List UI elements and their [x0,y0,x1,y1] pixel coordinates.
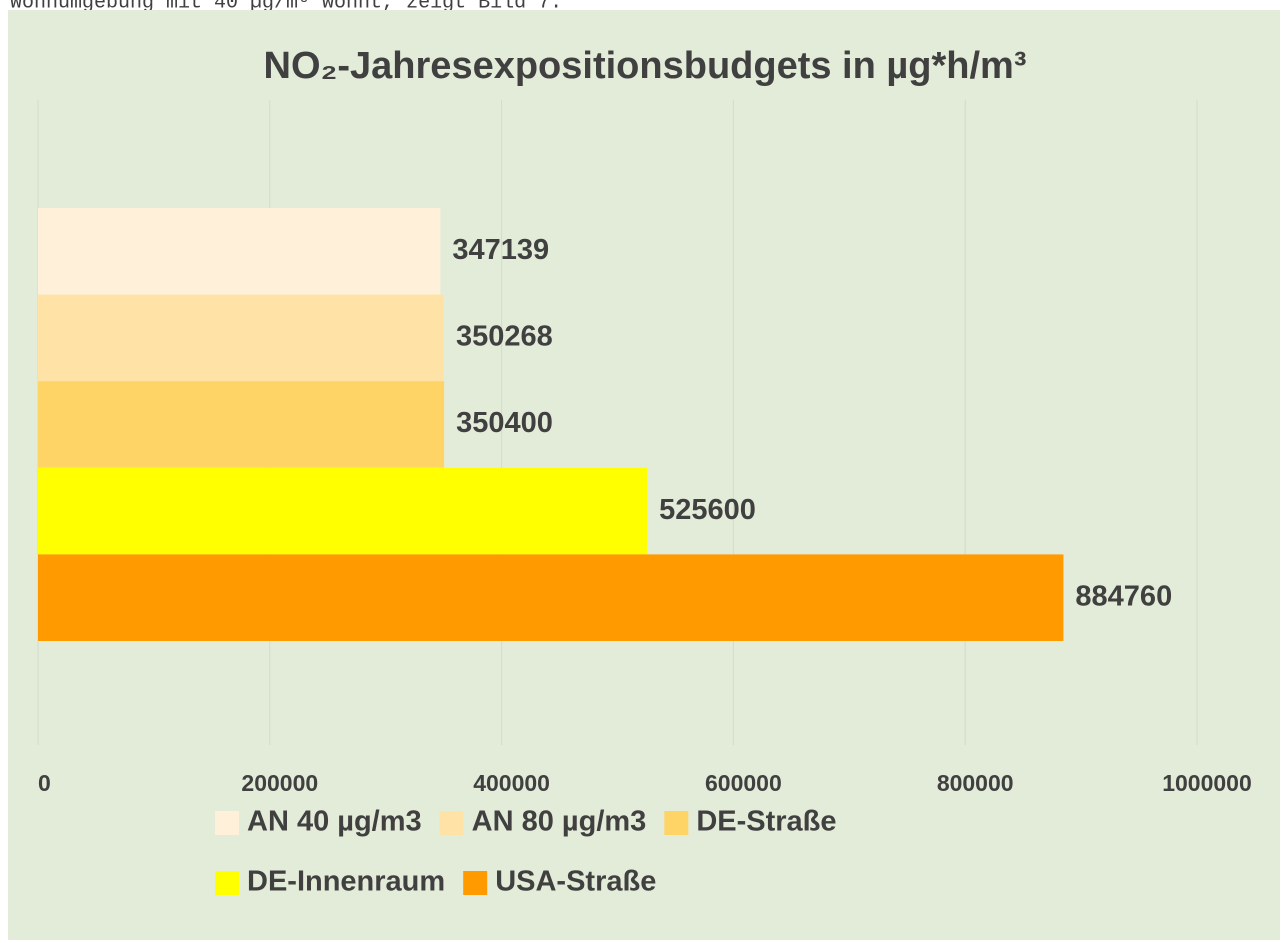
legend-swatch [215,871,239,895]
x-tick-label: 0 [38,770,51,796]
chart-title: NO₂-Jahresexpositionsbudgets in µg*h/m³ [264,45,1027,87]
legend-swatch [463,871,488,895]
x-tick-label: 600000 [705,770,782,796]
bar [38,208,441,295]
data-label: 525600 [659,494,756,526]
bar [38,294,444,382]
legend-label: AN 80 µg/m3 [472,806,647,838]
x-tick-label: 200000 [241,770,318,796]
legend-label: DE-Straße [696,806,836,838]
data-label: 884760 [1075,580,1172,612]
x-tick-label: 1000000 [1162,770,1252,796]
legend-label: AN 40 µg/m3 [247,806,422,838]
x-tick-label: 400000 [473,770,550,796]
legend-swatch [215,811,239,835]
data-label: 350268 [456,321,553,353]
legend-label: DE-Innenraum [247,866,445,898]
legend-label: USA-Straße [495,866,656,898]
bar [38,467,648,555]
bar [38,381,445,468]
data-label: 350400 [456,407,553,439]
x-tick-label: 800000 [937,770,1014,796]
data-label: 347139 [452,234,549,266]
legend-swatch [664,811,689,835]
bar [38,554,1064,641]
legend-swatch [439,811,464,835]
